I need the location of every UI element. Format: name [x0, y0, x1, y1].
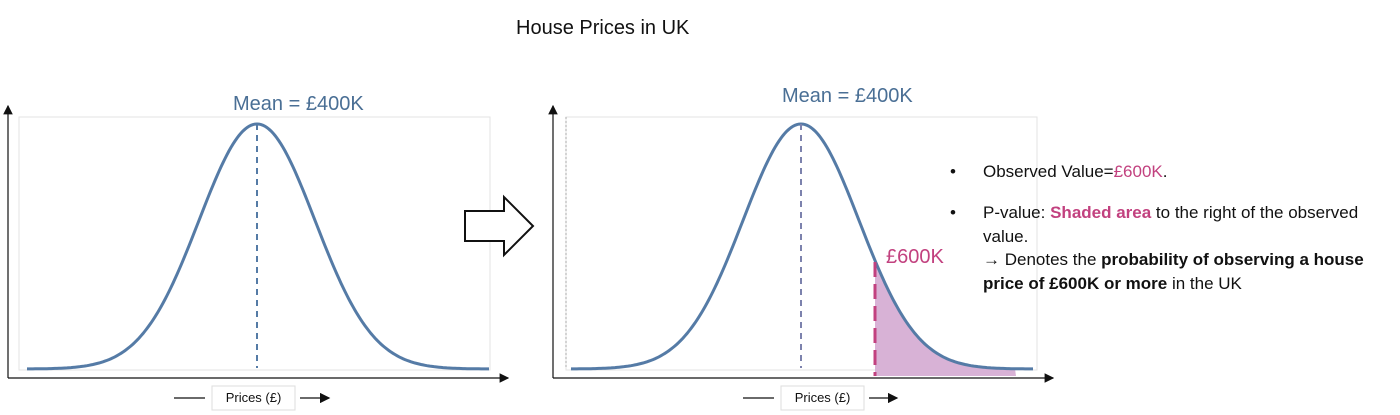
pvalue-shaded-area [875, 260, 1016, 376]
observed-value-suffix: . [1162, 162, 1168, 181]
pvalue-probability-text: probability of observing a house price o… [983, 250, 1364, 293]
right-axis-label-box [780, 385, 865, 411]
left-x-axis-label: Prices (£) [226, 390, 282, 405]
right-outline-arrow-icon [464, 194, 535, 258]
pvalue-tail: in the UK [1167, 273, 1242, 293]
left-axis-label-box [211, 385, 296, 411]
explanation-notes: • Observed Value=£600K. • P-value: Shade… [950, 160, 1390, 313]
observed-value-prefix: Observed Value= [983, 162, 1114, 181]
right-plot-frame [565, 116, 1038, 371]
pvalue-rest: to the right of the observed value. [983, 203, 1359, 246]
bullet-icon: • [950, 203, 956, 223]
pvalue-prefix: P-value: [983, 203, 1051, 223]
pvalue-highlight: Shaded area [1050, 203, 1152, 223]
observed-value-bullet: • Observed Value=£600K. [950, 160, 1390, 183]
bullet-icon: • [950, 162, 956, 181]
right-mean-label: Mean = £400K [782, 85, 913, 107]
left-mean-label: Mean = £400K [233, 93, 364, 115]
pvalue-denotes: Denotes the [1000, 250, 1102, 270]
observed-value-label: £600K [886, 246, 944, 268]
pvalue-bullet: • P-value: Shaded area to the right of t… [950, 201, 1390, 295]
right-x-axis-label: Prices (£) [795, 390, 851, 405]
left-distribution-panel: Mean = £400K Prices (£) [3, 93, 510, 411]
left-plot-frame [18, 116, 491, 371]
right-distribution-panel: Mean = £400K £600K Prices (£) [548, 85, 1055, 411]
implies-arrow-icon: → [983, 250, 1000, 270]
diagram-title: House Prices in UK [516, 17, 690, 39]
observed-value-amount: £600K [1113, 162, 1163, 181]
